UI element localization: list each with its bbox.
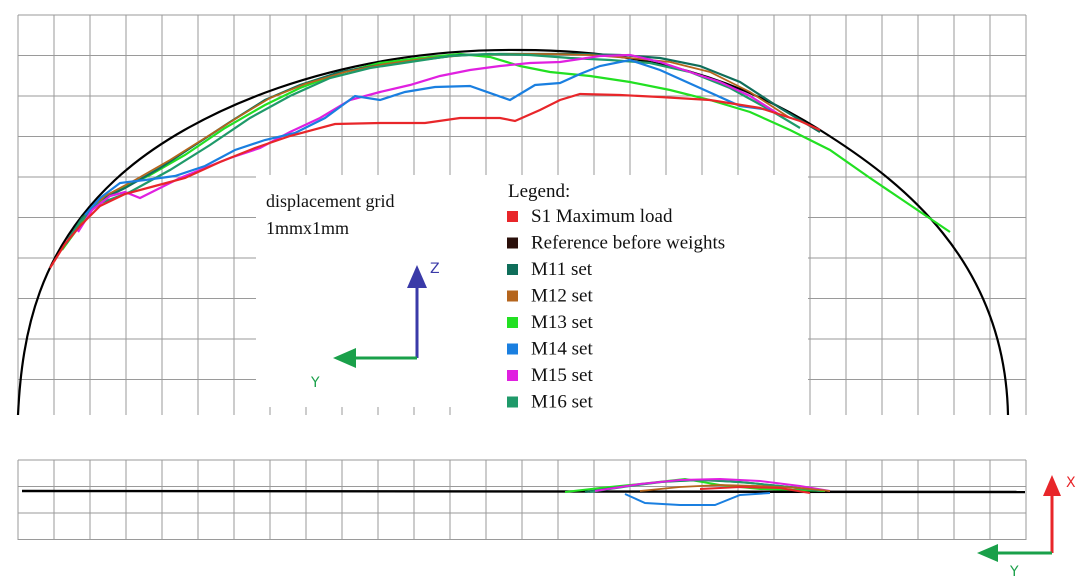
m14-profile-top [84,58,771,216]
legend-swatch [507,290,518,302]
legend: Legend: S1 Maximum load Reference before … [507,181,725,413]
legend-swatch [507,343,518,355]
legend-swatch [507,264,518,275]
m15-profile-bottom [594,477,831,492]
annotation-background [256,175,484,407]
y-axis-arrowhead-top [333,348,356,368]
legend-swatch [507,317,518,328]
legend-item-label: M12 set [531,286,593,307]
legend-swatch [507,370,518,381]
z-axis-label: Z [430,261,440,277]
legend-item-label: M16 set [531,392,593,413]
legend-swatch [507,237,518,249]
legend-swatch [507,396,518,408]
legend-title: Legend: [508,181,570,202]
grid-annotation-line1: displacement grid [266,191,394,211]
legend-item-label: M15 set [531,365,593,386]
legend-item-label: Reference before weights [531,233,725,254]
legend-background [484,175,808,420]
x-axis-label: X [1066,475,1076,491]
m14-profile-bottom [624,492,771,506]
bottom-axes-indicator: X Y [977,475,1076,579]
bottom-profile-curves [21,477,1026,506]
s1-profile-bottom [699,485,811,494]
legend-item-label: M14 set [531,339,593,360]
legend-swatch [507,211,518,222]
top-profile-curves [16,48,1010,416]
m15-profile-top [77,53,781,233]
reference-profile-top [16,48,1010,416]
bottom-displacement-grid [17,459,1027,540]
grid-annotation-line2: 1mmx1mm [266,218,349,238]
legend-item-label: M11 set [531,259,593,280]
m12-profile-bottom [639,484,831,492]
y-axis-label-top: Y [310,375,320,391]
reference-profile-bottom [21,489,1026,494]
top-axes-indicator: Z Y [310,261,440,391]
y-axis-arrowhead-bottom [977,544,998,562]
s1-profile-top [49,92,821,269]
z-axis-arrowhead [407,265,427,288]
legend-item-label: M13 set [531,312,593,333]
x-axis-arrowhead [1043,475,1061,496]
m16-profile-top [65,52,801,245]
legend-item-label: S1 Maximum load [531,206,673,227]
y-axis-label-bottom: Y [1009,564,1019,579]
